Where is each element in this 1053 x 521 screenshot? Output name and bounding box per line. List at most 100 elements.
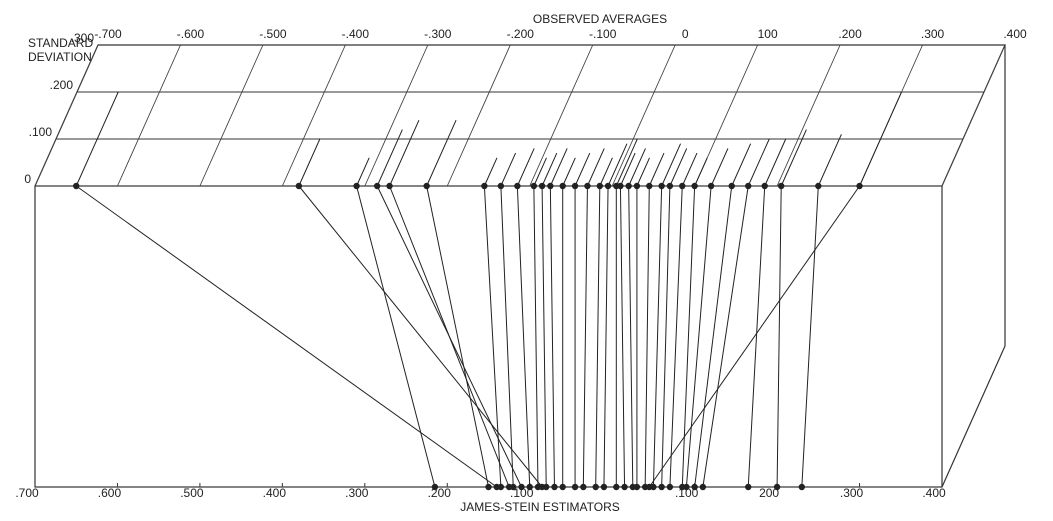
x-tick-label: 200: [759, 486, 779, 500]
observed-dot: [707, 182, 715, 190]
james-stein-dot: [691, 483, 698, 491]
x-tick-label: -.500: [259, 27, 287, 41]
sd-line: [694, 157, 708, 187]
x-tick-label: 0: [682, 27, 689, 41]
james-stein-dot: [543, 483, 550, 491]
observed-dot: [373, 182, 381, 190]
observed-dot: [353, 182, 360, 190]
sd-line: [710, 148, 729, 187]
shrink-line: [75, 185, 498, 488]
sd-line: [636, 157, 650, 187]
james-stein-dot: [431, 483, 439, 491]
observed-dot: [625, 182, 632, 190]
observed-dot: [547, 182, 554, 190]
box-frame: [34, 44, 1006, 187]
james-stein-dot: [510, 483, 517, 491]
observed-dot: [538, 182, 546, 190]
sd-line: [376, 129, 403, 187]
james-stein-dot: [745, 483, 752, 491]
james-stein-dot: [621, 483, 628, 491]
sd-tick-label: .300: [71, 31, 95, 45]
observed-dot: [559, 182, 566, 190]
sd-line: [817, 134, 842, 187]
x-tick-label: .500: [180, 486, 204, 500]
shrink-line: [389, 185, 510, 488]
observed-dot: [481, 182, 488, 190]
sd-line: [541, 152, 558, 187]
observed-dot: [745, 182, 752, 190]
shrink-line: [776, 185, 782, 488]
shrink-line: [628, 185, 634, 488]
shrink-line: [549, 185, 555, 488]
sd-line: [780, 129, 807, 187]
grid-line: [941, 44, 1006, 187]
sd-line: [731, 143, 752, 187]
observed-dot: [679, 182, 686, 190]
james-stein-dot: [497, 483, 505, 491]
james-stein-dot: [580, 483, 587, 491]
sd-line: [661, 143, 682, 187]
shrink-line: [516, 185, 531, 488]
observed-dot: [604, 182, 612, 190]
x-tick-label: -.200: [507, 27, 535, 41]
grid-line: [199, 44, 264, 187]
shrink-line: [652, 185, 663, 488]
observed-dot: [761, 182, 768, 190]
james-stein-dot: [485, 483, 492, 491]
james-stein-dot: [571, 483, 579, 491]
shrink-line: [801, 185, 819, 488]
observed-dot: [73, 182, 80, 190]
james-stein-dot: [658, 483, 665, 491]
sd-line: [298, 138, 321, 187]
james-stein-dot: [613, 483, 620, 491]
james-stein-dot: [773, 483, 781, 491]
observed-dot: [691, 182, 698, 190]
shrink-line: [644, 185, 650, 488]
shrink-line: [483, 185, 502, 488]
sd-line: [607, 143, 628, 187]
shrink-line: [541, 185, 547, 488]
shrink-line: [619, 185, 626, 488]
james-stein-dot: [526, 483, 533, 491]
sd-line: [628, 148, 646, 187]
shrink-line: [747, 185, 766, 488]
box-front: [34, 185, 943, 488]
shrink-line: [603, 185, 609, 488]
x-tick-label: .300: [345, 486, 369, 500]
bottom-axis-title: JAMES-STEIN ESTIMATORS: [460, 500, 620, 514]
observed-dot: [633, 182, 641, 190]
shrink-line: [685, 185, 712, 488]
james-stein-dot: [600, 483, 608, 491]
x-axis-title: OBSERVED AVERAGES: [533, 12, 667, 26]
observed-dot: [530, 182, 538, 190]
sd-tick-label: .100: [29, 125, 53, 139]
shrink-line: [426, 185, 489, 488]
observed-dot: [617, 182, 624, 190]
james-stein-dot: [666, 483, 674, 491]
sd-line: [681, 152, 698, 187]
shrink-line: [702, 185, 749, 488]
x-tick-label: .300: [840, 486, 864, 500]
sd-line: [648, 152, 665, 187]
x-tick-label: .100: [510, 486, 534, 500]
sd-line: [764, 138, 787, 187]
sd-line: [615, 138, 638, 187]
james-stein-dot: [633, 483, 641, 491]
james-stein-dot: [551, 483, 558, 491]
sd-line: [562, 157, 576, 187]
sd-line: [426, 119, 457, 187]
grid-line: [364, 44, 429, 187]
shrink-line: [356, 185, 436, 488]
y-axis-title: STANDARD: [28, 36, 93, 50]
x-tick-label: -.300: [424, 27, 452, 41]
james-stein-dot: [518, 483, 525, 491]
james-stein-dot: [534, 483, 542, 491]
sd-tick-label: .200: [50, 78, 74, 92]
shrink-line: [582, 185, 588, 488]
sd-line: [356, 157, 370, 187]
james-stein-dot: [646, 483, 653, 491]
observed-dot: [856, 182, 863, 190]
observed-dot: [571, 182, 579, 190]
observed-dot: [497, 182, 505, 190]
james-stein-dot: [798, 483, 806, 491]
